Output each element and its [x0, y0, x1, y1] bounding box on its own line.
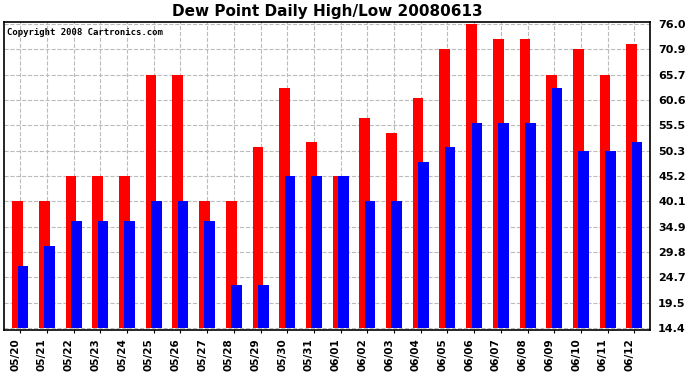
Bar — [124, 221, 135, 328]
Bar — [333, 176, 344, 328]
Bar — [466, 24, 477, 328]
Bar — [172, 75, 183, 328]
Text: Copyright 2008 Cartronics.com: Copyright 2008 Cartronics.com — [8, 28, 164, 37]
Bar — [386, 133, 397, 328]
Bar — [231, 285, 242, 328]
Bar — [365, 201, 375, 328]
Bar — [573, 50, 584, 328]
Bar — [338, 176, 348, 328]
Bar — [498, 123, 509, 328]
Bar — [605, 151, 615, 328]
Bar — [98, 221, 108, 328]
Bar — [253, 147, 263, 328]
Bar — [359, 118, 370, 328]
Bar — [311, 176, 322, 328]
Bar — [258, 285, 268, 328]
Bar — [600, 75, 611, 328]
Bar — [279, 88, 290, 328]
Bar — [71, 221, 81, 328]
Bar — [306, 142, 317, 328]
Bar — [546, 75, 557, 328]
Bar — [151, 201, 161, 328]
Bar — [493, 39, 504, 328]
Bar — [119, 176, 130, 328]
Bar — [445, 147, 455, 328]
Bar — [39, 201, 50, 328]
Bar — [204, 221, 215, 328]
Bar — [551, 88, 562, 328]
Bar — [413, 98, 424, 328]
Bar — [471, 123, 482, 328]
Bar — [17, 266, 28, 328]
Bar — [66, 176, 77, 328]
Bar — [199, 201, 210, 328]
Bar — [12, 201, 23, 328]
Bar — [146, 75, 157, 328]
Bar — [525, 123, 535, 328]
Bar — [284, 176, 295, 328]
Bar — [178, 201, 188, 328]
Bar — [92, 176, 103, 328]
Bar — [632, 142, 642, 328]
Bar — [627, 44, 637, 328]
Bar — [440, 50, 450, 328]
Bar — [520, 39, 531, 328]
Bar — [418, 162, 428, 328]
Bar — [578, 151, 589, 328]
Bar — [44, 246, 55, 328]
Title: Dew Point Daily High/Low 20080613: Dew Point Daily High/Low 20080613 — [172, 4, 482, 19]
Bar — [391, 201, 402, 328]
Bar — [226, 201, 237, 328]
